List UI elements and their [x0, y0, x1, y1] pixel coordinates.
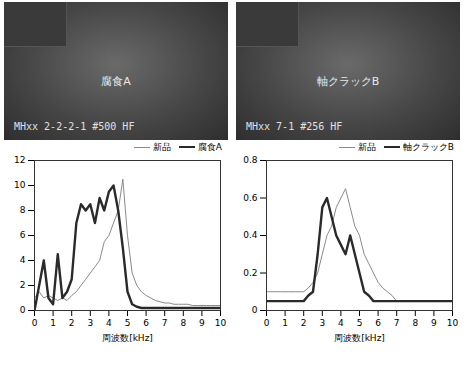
svg-text:2: 2	[69, 318, 75, 328]
svg-text:10: 10	[447, 318, 459, 328]
html-text:軸クラックB: 軸クラックB	[402, 141, 454, 152]
svg-text:0.4: 0.4	[243, 230, 258, 240]
svg-text:6: 6	[20, 230, 26, 240]
svg-text:10: 10	[14, 180, 26, 190]
svg-text:8: 8	[20, 205, 26, 215]
svg-text:周波数[kHz]: 周波数[kHz]	[102, 333, 153, 343]
svg-text:4: 4	[20, 255, 26, 265]
svg-text:1: 1	[50, 318, 56, 328]
html-text:MHxx 2-2-2-1 #500 HF: MHxx 2-2-2-1 #500 HF	[14, 121, 135, 132]
svg-text:12: 12	[14, 155, 25, 165]
svg-text:10: 10	[215, 318, 227, 328]
svg-text:0: 0	[264, 318, 270, 328]
html-text:腐食A: 腐食A	[101, 75, 131, 88]
svg-text:9: 9	[431, 318, 437, 328]
svg-text:2: 2	[20, 280, 26, 290]
html-text:軸クラックB: 軸クラックB	[316, 75, 380, 88]
svg-text:7: 7	[162, 318, 168, 328]
svg-text:0.6: 0.6	[243, 193, 258, 203]
svg-text:5: 5	[125, 318, 131, 328]
svg-text:4: 4	[106, 318, 112, 328]
svg-text:1: 1	[282, 318, 288, 328]
svg-text:3: 3	[319, 318, 325, 328]
svg-text:8: 8	[412, 318, 418, 328]
svg-text:周波数[kHz]: 周波数[kHz]	[334, 333, 385, 343]
svg-text:4: 4	[338, 318, 344, 328]
svg-text:5: 5	[357, 318, 363, 328]
svg-text:0: 0	[32, 318, 38, 328]
html-text:新品: 新品	[357, 141, 376, 152]
html-text:新品: 新品	[152, 141, 171, 152]
html-text:腐食A: 腐食A	[197, 141, 222, 152]
svg-text:3: 3	[87, 318, 93, 328]
svg-text:7: 7	[394, 318, 400, 328]
svg-text:0.8: 0.8	[243, 155, 258, 165]
svg-text:9: 9	[199, 318, 205, 328]
svg-text:0.2: 0.2	[243, 268, 257, 278]
html-text:MHxx 7-1 #256 HF: MHxx 7-1 #256 HF	[246, 121, 343, 132]
svg-text:0: 0	[252, 305, 258, 315]
svg-text:6: 6	[375, 318, 381, 328]
svg-text:0: 0	[20, 305, 26, 315]
svg-text:6: 6	[143, 318, 149, 328]
svg-text:2: 2	[301, 318, 307, 328]
svg-text:8: 8	[180, 318, 186, 328]
